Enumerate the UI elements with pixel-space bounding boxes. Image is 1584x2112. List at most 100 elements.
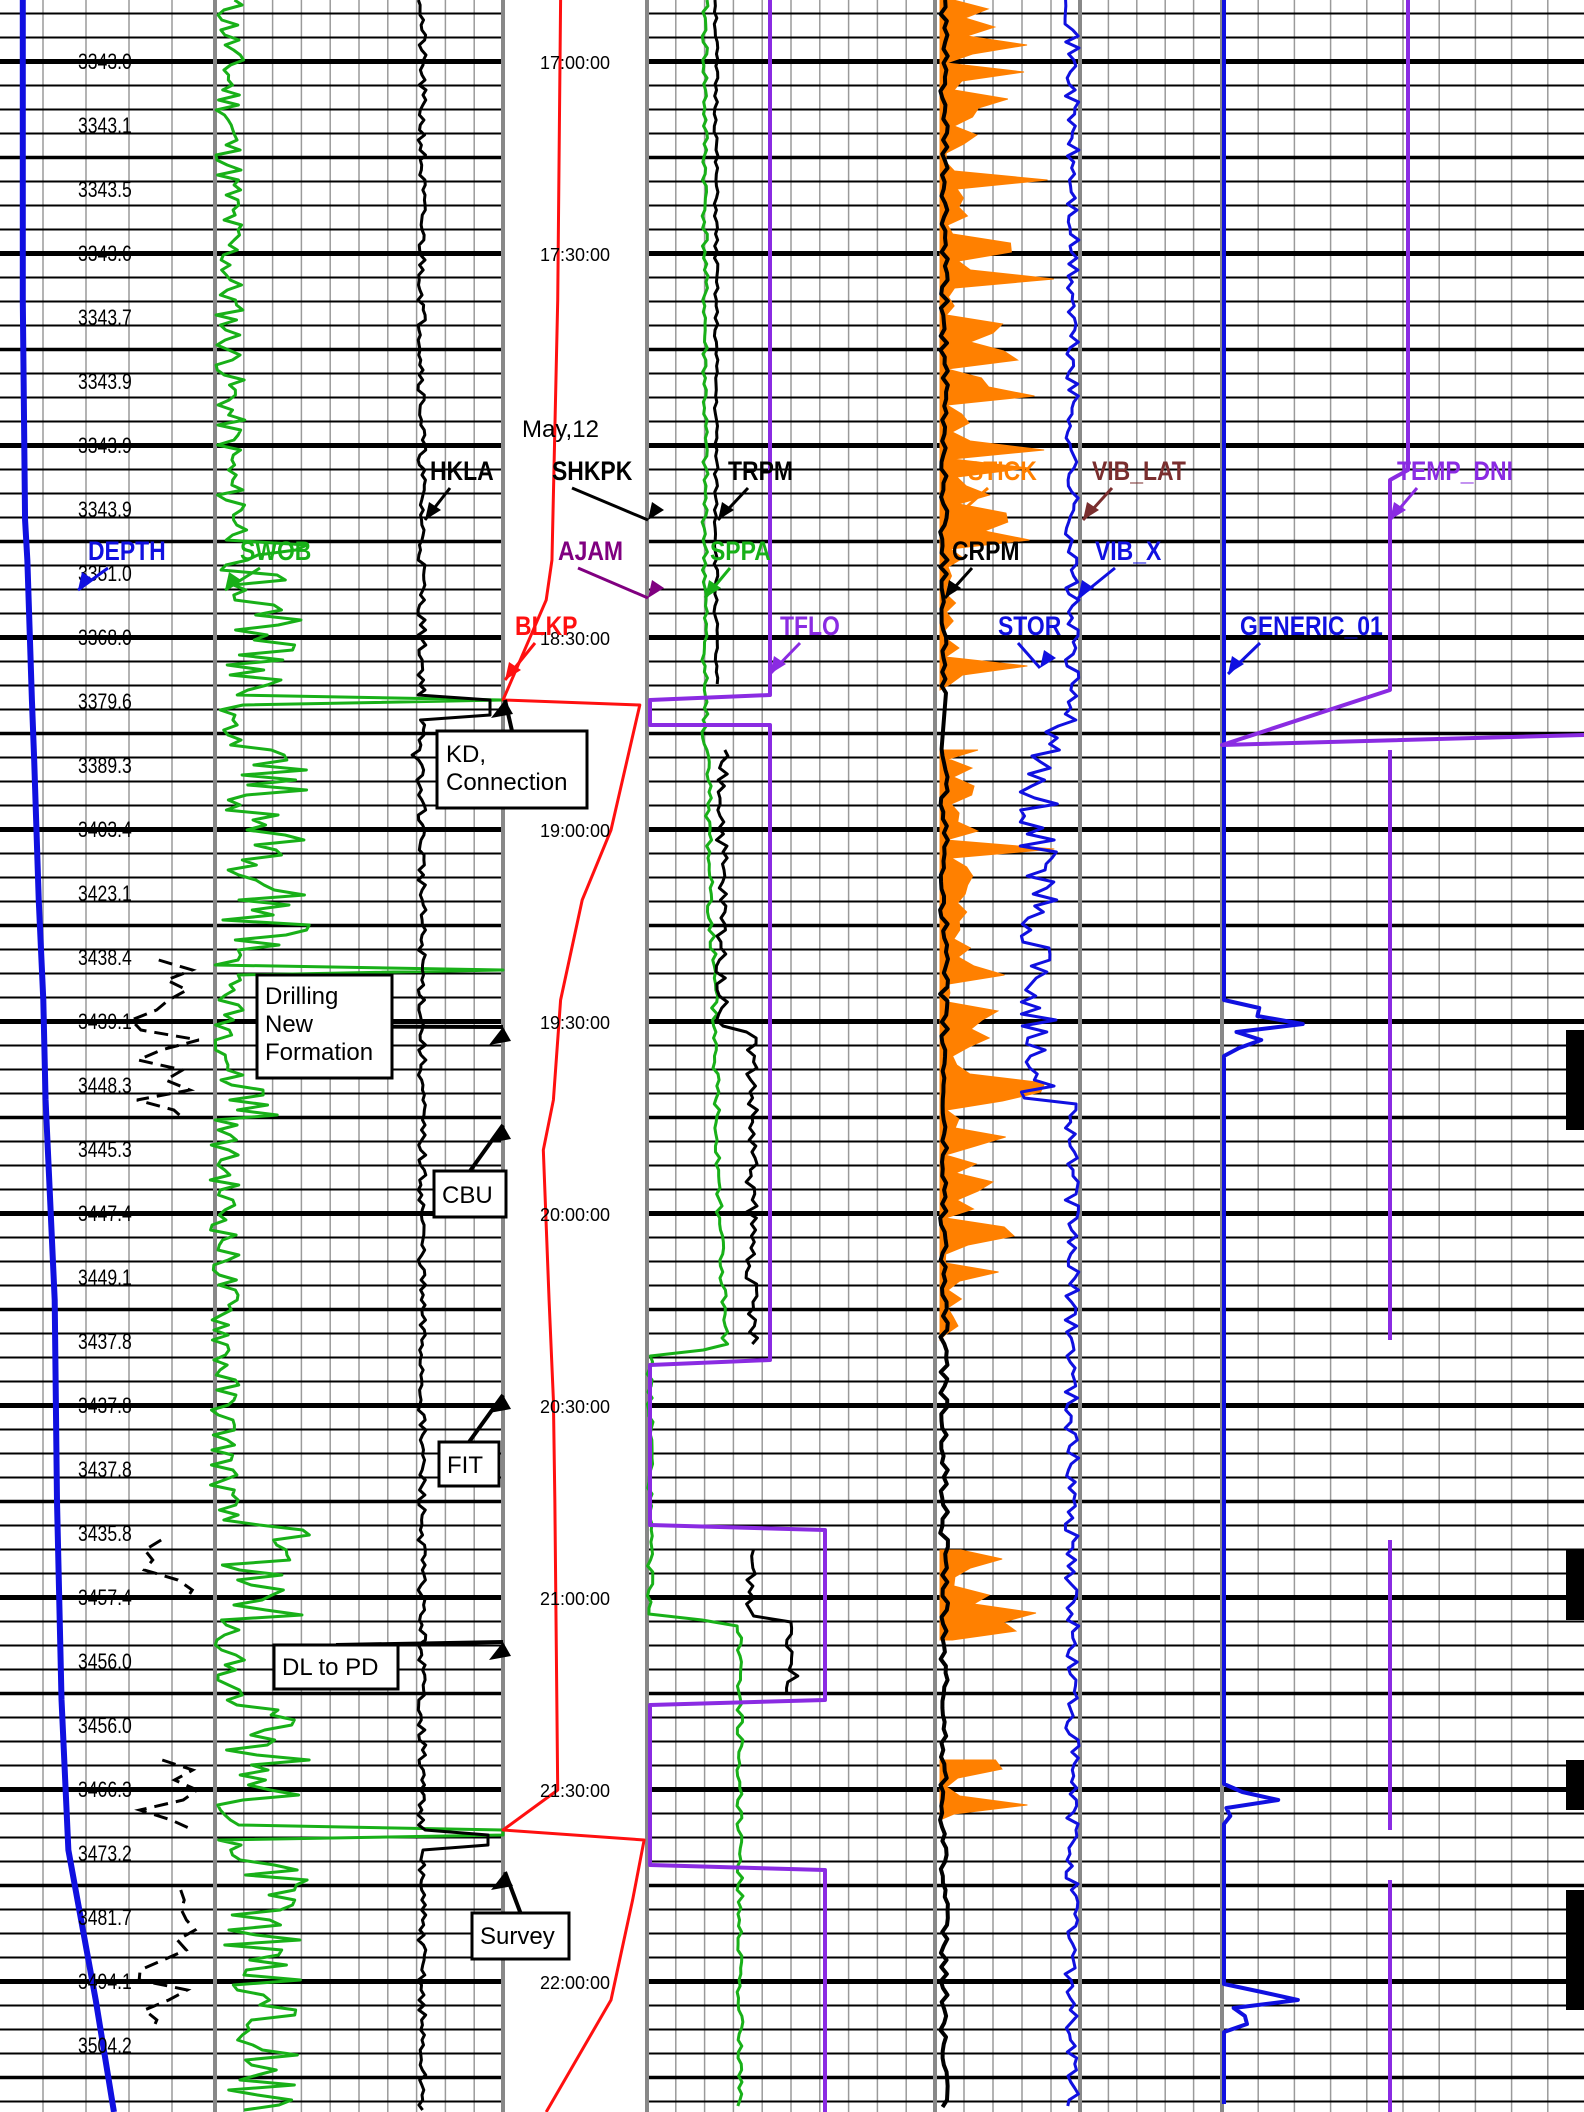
edge-marker [1566, 1760, 1584, 1810]
depth-label: 3343.1 [78, 114, 132, 138]
depth-label: 3343.7 [78, 306, 132, 330]
header-arrow [1078, 580, 1094, 598]
header-sppa: SPPA [710, 536, 771, 566]
depth-label: 3343.5 [78, 178, 132, 202]
depth-label: 3403.4 [78, 818, 132, 842]
annotation-arrow [489, 1642, 511, 1660]
depth-label: 3447.4 [78, 1202, 132, 1226]
header-arrow [718, 502, 734, 520]
depth-label: 3435.8 [78, 1522, 132, 1546]
header-generic_01: GENERIC_01 [1240, 611, 1383, 641]
edge-marker [1566, 1030, 1584, 1130]
header-blkp: BLKP [515, 611, 577, 641]
depth-label: 3423.1 [78, 882, 132, 906]
header-temp_dni: TEMP_DNI [1397, 456, 1513, 486]
time-track [503, 0, 647, 2112]
tflo-curve [648, 0, 827, 2112]
depth-label: 3449.1 [78, 1266, 132, 1290]
header-leader [1016, 642, 1042, 669]
depth-label: 3437.8 [78, 1458, 132, 1482]
header-arrow [648, 502, 664, 520]
annotation-box [432, 1169, 508, 1219]
annotation-label: New [265, 1011, 314, 1038]
crpm-curve [938, 0, 950, 2109]
depth-label: 3437.8 [78, 1330, 132, 1354]
depth-label: 3343.6 [78, 242, 132, 266]
time-tick-label: 20:30:00 [540, 1397, 610, 1417]
stick-fill [939, 749, 1055, 1342]
time-tick-label: 19:00:00 [540, 821, 610, 841]
stick-fill [939, 0, 1054, 691]
header-arrow [1040, 650, 1056, 668]
header-arrow [1083, 502, 1099, 520]
annotation-arrow [489, 1395, 511, 1413]
annotation-label: Survey [480, 1923, 555, 1950]
swob-curve [208, 0, 505, 2112]
depth-label: 3445.3 [78, 1138, 132, 1162]
time-tick-label: 18:30:00 [540, 629, 610, 649]
annotation-label: Formation [265, 1039, 373, 1066]
annotation-label: Connection [446, 769, 567, 796]
time-tick-label: 17:00:00 [540, 53, 610, 73]
hkla-curve [410, 0, 492, 2111]
header-ajam: AJAM [558, 536, 623, 566]
header-stor: STOR [998, 611, 1061, 641]
time-tick-label: 20:00:00 [540, 1205, 610, 1225]
blkp-curve [501, 0, 646, 2112]
depth-label: 3343.9 [78, 498, 132, 522]
header-vib_x: VIB_X [1095, 536, 1162, 566]
header-arrow [1390, 502, 1406, 520]
header-arrow [945, 580, 961, 598]
header-depth: DEPTH [88, 536, 166, 566]
annotation-box [470, 1911, 571, 1961]
annotation-box [435, 729, 589, 810]
depth-label: 3437.8 [78, 1394, 132, 1418]
annotation-box [255, 973, 394, 1080]
time-tick-label: 21:30:00 [540, 1781, 610, 1801]
annotation-box [272, 1643, 400, 1691]
header-tflo: TFLO [780, 611, 840, 641]
header-crpm: CRPM [952, 536, 1020, 566]
header-arrow [425, 502, 441, 520]
temp-dni-curve [1220, 0, 1584, 747]
header-arrow [78, 572, 94, 590]
depth-label: 3368.0 [78, 626, 132, 650]
header-stick: STICK [968, 456, 1037, 486]
header-swob: SWOB [240, 536, 311, 566]
depth-label: 3343.0 [78, 50, 132, 74]
depth-label: 3494.1 [78, 1970, 132, 1994]
time-tick-label: 22:00:00 [540, 1973, 610, 1993]
stick-fill [939, 1549, 1037, 1641]
annotation-arrow [491, 700, 513, 718]
time-tick-label: 17:30:00 [540, 245, 610, 265]
header-arrow [952, 502, 968, 520]
trpm-curve [714, 749, 759, 1345]
header-shkpk: SHKPK [552, 456, 632, 486]
trpm-curve [712, 0, 720, 685]
stick-fill [939, 1759, 1028, 1821]
depth-axis: 3343.0 3343.1 3343.5 3343.6 3343.7 3343.9 3343… [78, 50, 132, 2058]
header-leader [571, 486, 649, 522]
header-arrow [770, 656, 786, 674]
depth-dashed [134, 1758, 200, 1832]
depth-dashed [128, 958, 200, 1122]
annotation-label: FIT [447, 1452, 483, 1479]
generic01-curve [1222, 0, 1305, 2104]
depth-label: 3389.3 [78, 754, 132, 778]
depth-label: 3504.2 [78, 2034, 132, 2058]
depth-label: 3473.2 [78, 1842, 132, 1866]
annotation-arrow [491, 1872, 513, 1890]
depth-curve [19, 0, 117, 2112]
header-arrow [1228, 656, 1244, 674]
depth-label: 3456.0 [78, 1714, 132, 1738]
annotation-label: CBU [442, 1182, 493, 1209]
edge-marker [1566, 1550, 1584, 1620]
time-tick-label: 19:30:00 [540, 1013, 610, 1033]
header-arrow [705, 580, 721, 598]
time-tick-label: 21:00:00 [540, 1589, 610, 1609]
annotation-box [437, 1440, 501, 1488]
trpm-curve [745, 1549, 800, 1695]
header-leader [577, 566, 649, 600]
annotation-arrow [489, 1125, 511, 1143]
header-arrow [505, 662, 521, 680]
